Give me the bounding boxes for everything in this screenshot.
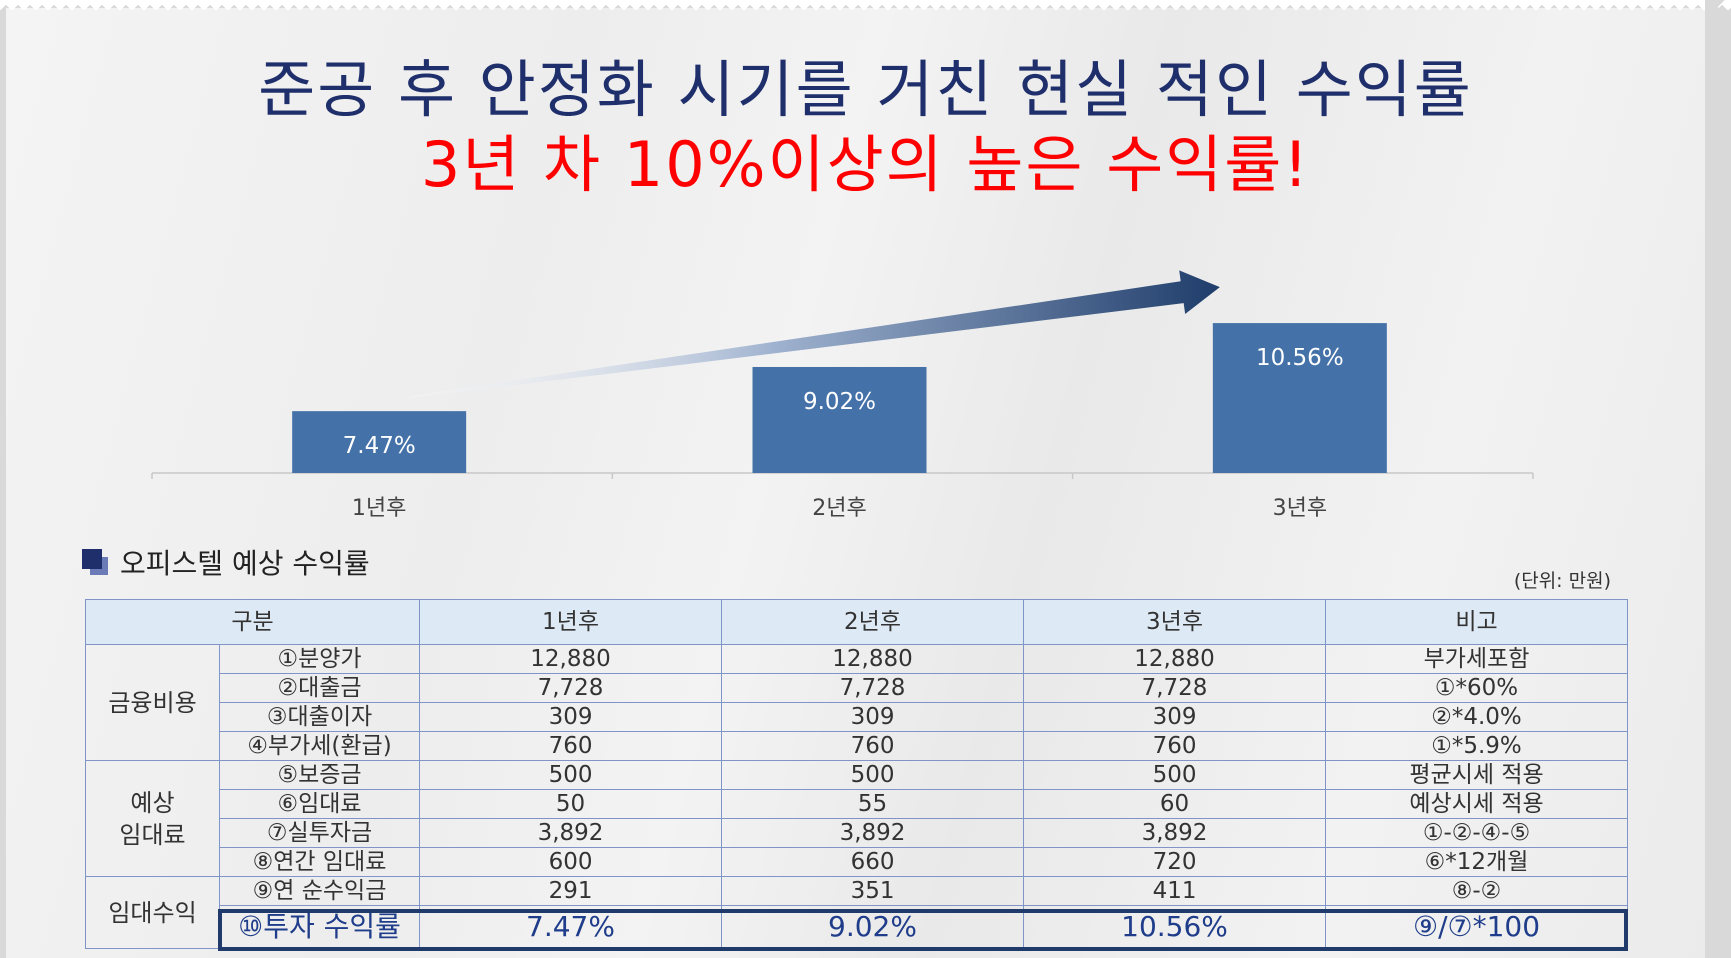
cell-y1: 7.47% [419, 905, 723, 949]
cell-y2: 760 [721, 731, 1025, 761]
square-bullet-icon [82, 549, 108, 575]
cell-y1: 309 [419, 702, 723, 732]
cell-item: ②대출금 [218, 673, 421, 703]
cell-y3: 309 [1023, 702, 1327, 732]
cell-note: ①*60% [1325, 673, 1629, 703]
header-year2: 2년후 [721, 599, 1025, 645]
trend-arrow-shape [409, 270, 1220, 399]
cell-y2: 351 [721, 876, 1025, 906]
table-row: ⑦실투자금 3,892 3,892 3,892 ①-②-④-⑤ [86, 818, 1629, 848]
torn-edge-top [0, 0, 1731, 10]
table-row: ④부가세(환급) 760 760 760 ①*5.9% [86, 731, 1629, 761]
cell-item: ①분양가 [218, 644, 421, 674]
cell-item: ⑥임대료 [218, 789, 421, 819]
x-tick-label: 1년후 [352, 496, 406, 521]
cell-note: ①*5.9% [1325, 731, 1629, 761]
cell-y3: 3,892 [1023, 818, 1327, 848]
header-category: 구분 [84, 599, 421, 645]
cell-y2: 7,728 [721, 673, 1025, 703]
cell-y3: 411 [1023, 876, 1327, 906]
header-note: 비고 [1325, 599, 1629, 645]
cell-note: 평균시세 적용 [1325, 760, 1629, 790]
cell-item: ⑩투자 수익률 [218, 905, 421, 949]
row-group-label: 예상 임대료 [85, 760, 220, 877]
cell-note: ⑧-② [1325, 876, 1629, 906]
cell-y3: 7,728 [1023, 673, 1327, 703]
cell-note: 예상시세 적용 [1325, 789, 1629, 819]
cell-y3: 760 [1023, 731, 1327, 761]
bar-3 [1212, 323, 1387, 473]
bar-data-label: 9.02% [803, 389, 876, 415]
table-row: ③대출이자 309 309 309 ②*4.0% [86, 702, 1629, 732]
section-header: 오피스텔 예상 수익률 [82, 545, 370, 580]
cell-y3: 10.56% [1023, 905, 1327, 949]
cell-y1: 600 [419, 847, 723, 877]
header-year1: 1년후 [419, 599, 723, 645]
cell-y2: 12,880 [721, 644, 1025, 674]
cell-note: ⑨/⑦*100 [1325, 905, 1629, 949]
cell-y3: 720 [1023, 847, 1327, 877]
cell-y2: 660 [721, 847, 1025, 877]
cell-item: ⑦실투자금 [218, 818, 421, 848]
cell-item: ⑧연간 임대료 [218, 847, 421, 877]
cell-y1: 50 [419, 789, 723, 819]
cell-y2: 9.02% [721, 905, 1025, 949]
cell-y2: 309 [721, 702, 1025, 732]
cell-y1: 500 [419, 760, 723, 790]
cell-y2: 500 [721, 760, 1025, 790]
yield-bar-chart: 7.47% 1년후 9.02% 2년후 10.56% 3년후 [151, 270, 1534, 521]
torn-edge-right [1705, 0, 1731, 958]
cell-y3: 12,880 [1023, 644, 1327, 674]
cell-y2: 3,892 [721, 818, 1025, 848]
cell-y1: 7,728 [419, 673, 723, 703]
table-row: 예상 임대료 ⑤보증금 500 500 500 평균시세 적용 [85, 760, 1629, 877]
bar-data-label: 7.47% [343, 433, 416, 459]
cell-y3: 60 [1023, 789, 1327, 819]
header-year3: 3년후 [1023, 599, 1327, 645]
cell-note: ①-②-④-⑤ [1325, 818, 1629, 848]
sub-headline: 3년 차 10%이상의 높은 수익률! [420, 128, 1311, 201]
cell-y1: 291 [419, 876, 723, 906]
cell-y1: 3,892 [419, 818, 723, 848]
bar-1 [292, 411, 467, 473]
yield-table: 구분 1년후 2년후 3년후 비고 금융비용 ①분양가 12,880 12,880 12… [84, 599, 1629, 949]
cell-y3: 500 [1023, 760, 1327, 790]
cell-item: ⑤보증금 [218, 760, 421, 790]
table-row: ⑧연간 임대료 600 660 720 ⑥*12개월 [86, 847, 1629, 877]
cell-note: ⑥*12개월 [1325, 847, 1629, 877]
row-group-label: 임대수익 [85, 876, 220, 949]
cell-item: ⑨연 순수익금 [218, 876, 421, 906]
cell-item: ④부가세(환급) [218, 731, 421, 761]
cell-note: ②*4.0% [1325, 702, 1629, 732]
cell-y1: 12,880 [419, 644, 723, 674]
cell-y1: 760 [419, 731, 723, 761]
headline: 준공 후 안정화 시기를 거친 현실 적인 수익률 [258, 53, 1473, 126]
bar-2 [752, 366, 927, 473]
table-header-row: 구분 1년후 2년후 3년후 비고 [84, 599, 1629, 645]
x-tick-label: 2년후 [812, 496, 866, 521]
trend-arrow [409, 270, 1220, 399]
table-row: 임대수익 ⑨연 순수익금 291 351 411 ⑧-② [85, 876, 1629, 949]
table-row-highlight: ⑩투자 수익률 7.47% 9.02% 10.56% ⑨/⑦*100 [86, 905, 1629, 949]
table-row: 금융비용 ①분양가 12,880 12,880 12,880 부가세포함 [85, 644, 1629, 761]
cell-item: ③대출이자 [218, 702, 421, 732]
table-row: ②대출금 7,728 7,728 7,728 ①*60% [86, 673, 1629, 703]
cell-y2: 55 [721, 789, 1025, 819]
section-title: 오피스텔 예상 수익률 [120, 547, 370, 580]
x-tick-label: 3년후 [1273, 496, 1327, 521]
bar-data-label: 10.56% [1256, 345, 1344, 371]
unit-label: (단위: 만원) [1513, 570, 1611, 592]
row-group-label: 금융비용 [85, 644, 220, 761]
table-row: ⑥임대료 50 55 60 예상시세 적용 [86, 789, 1629, 819]
cell-note: 부가세포함 [1325, 644, 1629, 674]
